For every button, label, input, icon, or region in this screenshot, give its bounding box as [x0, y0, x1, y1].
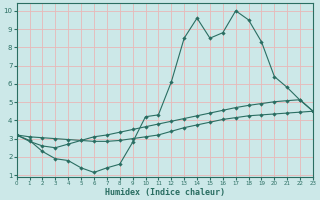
X-axis label: Humidex (Indice chaleur): Humidex (Indice chaleur)	[105, 188, 225, 197]
